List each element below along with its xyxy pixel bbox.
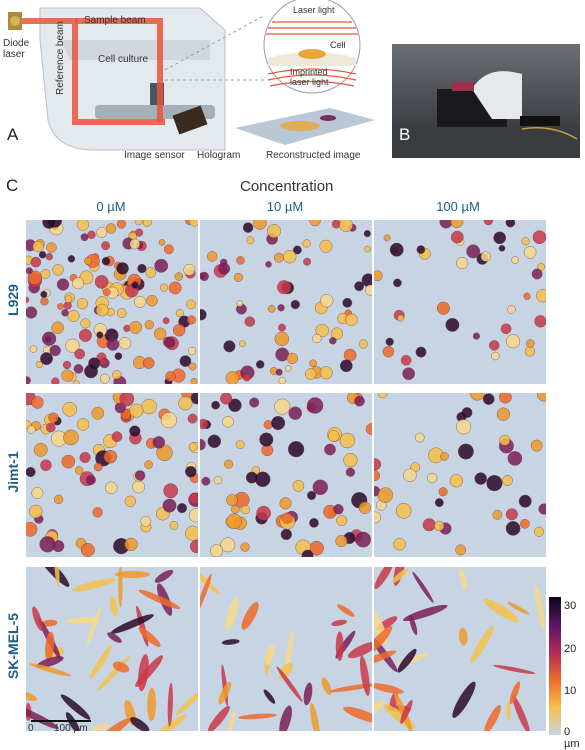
scale-bar-label: 100 µm [54,723,88,734]
micrograph-0-2 [374,220,546,384]
diode-laser-label-1: Diode [3,38,30,49]
colorbar-tick-10: 10 [564,685,577,697]
concentration-title: Concentration [240,178,334,195]
scale-bar [31,720,91,722]
panel-a-letter: A [7,125,19,144]
micrograph-1-2 [374,393,546,557]
micrograph-2-1 [200,567,372,731]
imprinted-label-1: Imprinted [290,67,328,77]
row-header-0: L929 [5,284,21,316]
micrograph-2-0 [26,567,198,731]
micrograph-0-0 [26,220,198,384]
column-header-0: 0 µM [96,199,126,214]
panel-b-letter: B [399,125,411,144]
row-header-1: Jimt-1 [5,451,21,493]
colorbar-tick-20: 20 [564,643,577,655]
image-sensor-label: Image sensor [124,150,185,161]
micrograph-2-2 [374,567,546,731]
instrument-photo [392,44,580,158]
column-header-1: 10 µM [266,199,304,214]
micrograph-1-0 [26,393,198,557]
reconstructed-image-label: Reconstructed image [266,150,361,161]
setup-diagram [8,0,375,151]
panel-c-letter: C [6,176,19,195]
cell-culture-label: Cell culture [98,54,149,65]
sample-beam-label: Sample beam [84,15,146,26]
reference-beam-label: Reference beam [55,21,66,95]
column-header-2: 100 µM [436,199,480,214]
colorbar-tick-0: 0 µm [564,726,580,750]
micrograph-1-1 [200,393,372,557]
scale-bar-zero: 0 [28,723,34,734]
micrograph-0-1 [200,220,372,384]
cell-label: Cell [330,40,346,50]
colorbar-tick-30: 30 [564,600,577,612]
imprinted-label-2: laser light [290,77,329,87]
height-colorbar [549,597,561,735]
row-header-2: SK-MEL-5 [5,612,21,680]
laser-light-label: Laser light [293,5,335,15]
diode-laser-label-2: laser [3,49,25,60]
hologram-label: Hologram [197,150,241,161]
